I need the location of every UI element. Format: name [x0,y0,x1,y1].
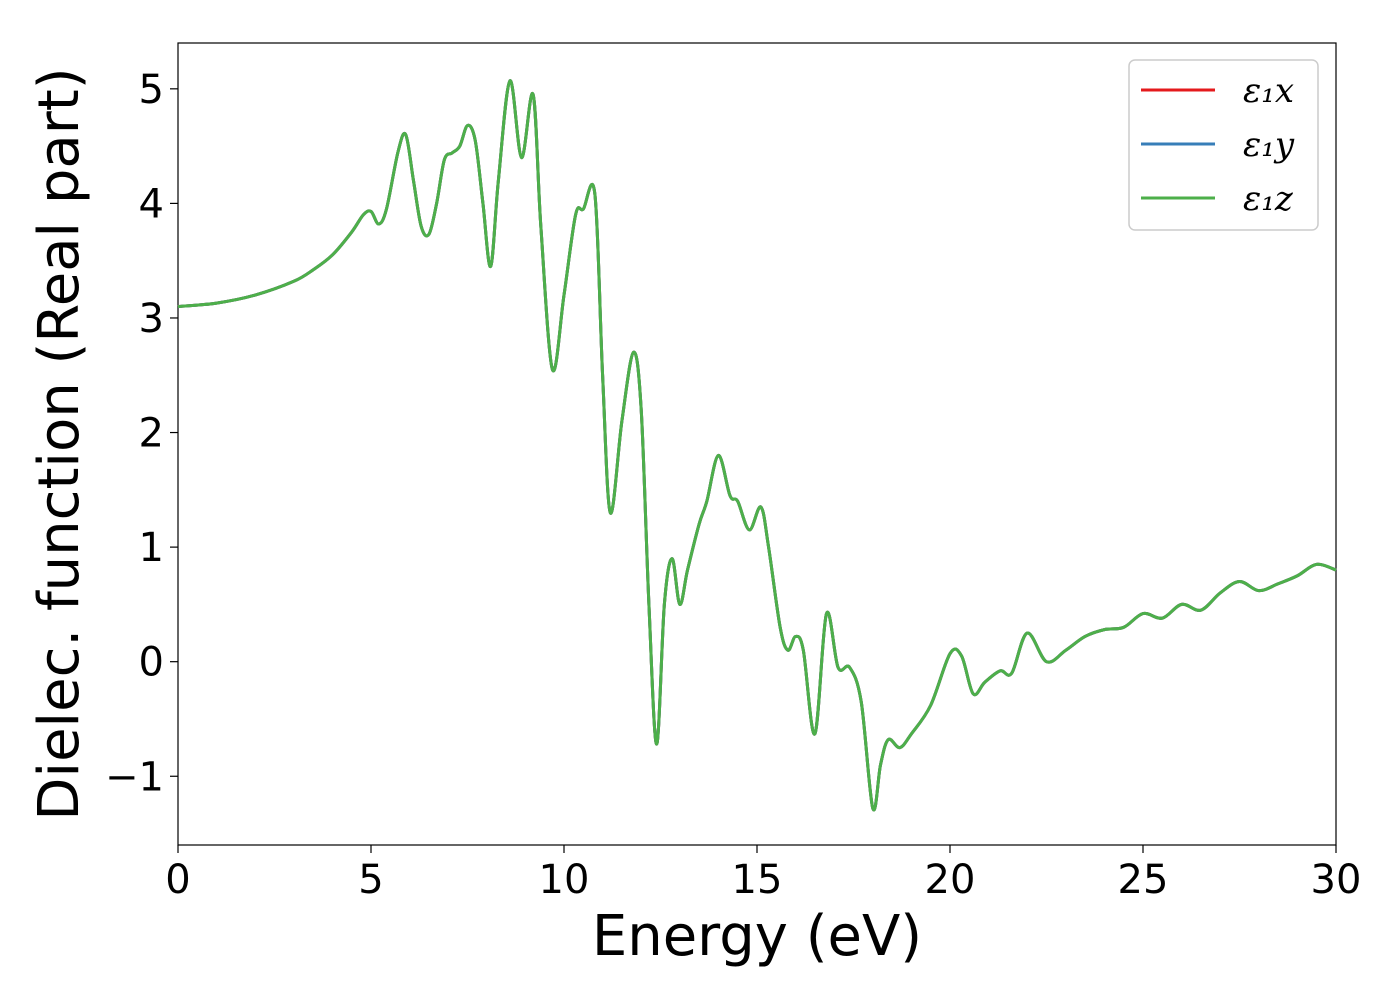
y-tick-label: 3 [139,296,164,342]
x-axis-ticks: 0 5 10 15 20 25 30 [165,845,1361,903]
series-line-3 [177,79,1337,812]
x-tick-label: 10 [539,857,590,903]
y-axis-title: Dielec. function (Real part) [27,67,92,820]
legend-label-2: ε₁y [1243,125,1295,165]
x-tick-label: 15 [732,857,783,903]
x-tick-label: 25 [1118,857,1169,903]
legend-box [1128,59,1319,231]
legend-label-3: ε₁z [1243,179,1294,219]
y-tick-label: 5 [139,67,164,113]
y-tick-label: 0 [139,640,164,686]
x-tick-label: 20 [925,857,976,903]
y-tick-label: 2 [139,411,164,457]
legend-label-1: ε₁x [1243,71,1294,111]
x-axis-title: Energy (eV) [592,904,922,969]
x-tick-label: 30 [1311,857,1362,903]
y-tick-label: 1 [139,525,164,571]
y-tick-label: −1 [105,754,164,800]
x-tick-label: 5 [358,857,383,903]
y-tick-label: 4 [139,181,164,227]
x-tick-label: 0 [165,857,190,903]
series-layer [177,79,1337,812]
legend: ε₁x ε₁y ε₁z [1128,59,1319,231]
y-axis-ticks: −1 0 1 2 3 4 5 [105,67,178,800]
